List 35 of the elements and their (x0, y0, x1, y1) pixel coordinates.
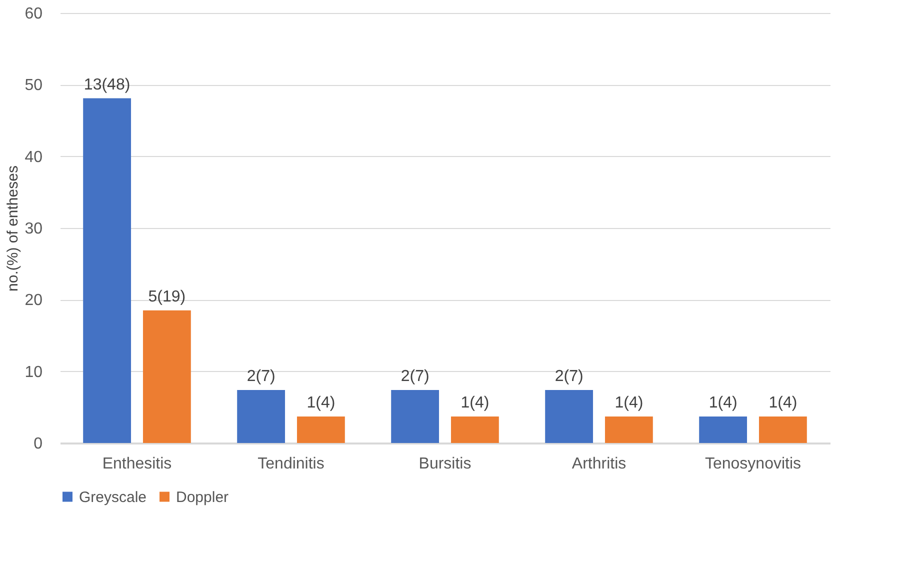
data-label: 13(48) (84, 76, 130, 94)
data-label: 1(4) (460, 394, 490, 412)
y-tick-label: 50 (24, 77, 43, 94)
y-axis-title: no.(%) of entheses (4, 166, 22, 292)
bar (237, 390, 286, 443)
x-tick-label: Bursitis (418, 456, 472, 472)
data-label: 5(19) (148, 288, 186, 306)
data-label: 2(7) (554, 368, 584, 385)
y-tick-label: 0 (34, 436, 43, 452)
data-label: 1(4) (306, 394, 336, 412)
bar (142, 310, 191, 443)
data-label: 2(7) (400, 368, 430, 385)
y-tick-label: 10 (24, 364, 43, 381)
bar (296, 416, 345, 443)
data-label: 1(4) (614, 394, 644, 412)
legend-label: Doppler (176, 488, 229, 506)
x-tick-label: Tendinitis (258, 456, 324, 472)
bar (83, 98, 132, 443)
bar (545, 390, 594, 443)
x-tick-label: Tenosynovitis (704, 456, 802, 472)
bar (450, 416, 499, 443)
bar (758, 416, 807, 443)
data-label: 1(4) (768, 394, 798, 412)
x-tick-label: Enthesitis (102, 456, 172, 472)
data-label: 1(4) (708, 394, 738, 412)
y-tick-label: 60 (24, 6, 43, 22)
bar (699, 416, 748, 443)
y-tick-label: 20 (24, 292, 43, 310)
y-tick-label: 30 (24, 220, 43, 238)
legend-label: Greyscale (79, 488, 147, 506)
y-tick-label: 40 (24, 148, 43, 166)
x-tick-label: Arthritis (572, 456, 626, 472)
bar (604, 416, 653, 443)
bar (391, 390, 440, 443)
data-label: 2(7) (246, 368, 276, 385)
